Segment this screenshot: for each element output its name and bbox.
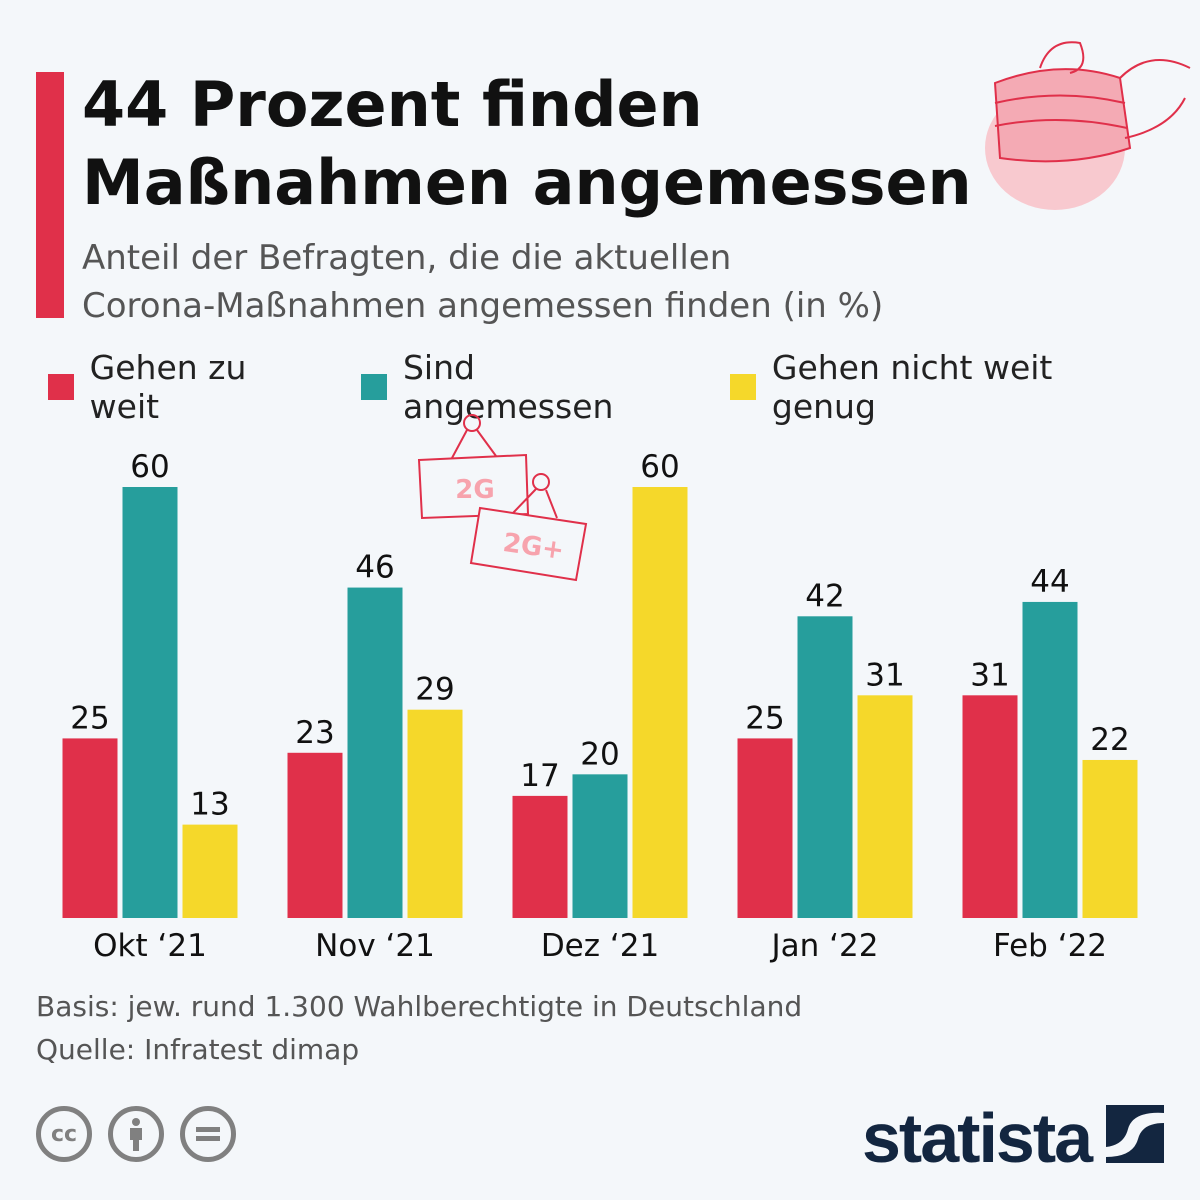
page-title: 44 Prozent finden Maßnahmen angemessen bbox=[82, 68, 972, 219]
legend-item: Sind angemessen bbox=[361, 348, 692, 426]
legend: Gehen zu weit Sind angemessen Gehen nich… bbox=[48, 348, 1200, 426]
x-tick-label: Nov ‘21 bbox=[315, 928, 435, 964]
statista-logo-icon bbox=[1106, 1105, 1164, 1163]
bar bbox=[1022, 601, 1078, 918]
x-tick-label: Okt ‘21 bbox=[93, 928, 207, 964]
footer-source: Quelle: Infratest dimap bbox=[36, 1033, 360, 1066]
data-label: 13 bbox=[190, 787, 229, 823]
bar bbox=[962, 695, 1018, 918]
no-derivatives-icon[interactable] bbox=[180, 1106, 236, 1162]
x-tick-label: Feb ‘22 bbox=[993, 928, 1107, 964]
legend-item: Gehen zu weit bbox=[48, 348, 323, 426]
accent-bar bbox=[36, 72, 64, 318]
footer-basis: Basis: jew. rund 1.300 Wahlberechtigte i… bbox=[36, 990, 803, 1023]
bar bbox=[797, 616, 853, 918]
bar bbox=[737, 738, 793, 918]
bar bbox=[512, 795, 568, 918]
bar bbox=[62, 738, 118, 918]
bar bbox=[1082, 759, 1138, 918]
bar bbox=[182, 824, 238, 918]
cc-icon[interactable]: cc bbox=[36, 1106, 92, 1162]
data-label: 31 bbox=[865, 657, 904, 693]
statista-logo[interactable]: statista bbox=[862, 1099, 1093, 1177]
data-label: 42 bbox=[805, 578, 844, 614]
data-label: 46 bbox=[355, 550, 394, 586]
subtitle: Anteil der Befragten, die die aktuellen C… bbox=[82, 238, 884, 326]
data-label: 60 bbox=[640, 449, 679, 485]
bar bbox=[857, 695, 913, 918]
data-label: 25 bbox=[745, 700, 784, 736]
mask-icon bbox=[985, 41, 1191, 210]
data-label: 22 bbox=[1090, 722, 1129, 758]
legend-item: Gehen nicht weit genug bbox=[730, 348, 1162, 426]
bar bbox=[632, 487, 688, 918]
bar bbox=[407, 709, 463, 918]
bar-chart: 25 60 13 Okt ‘21 23 46 29 Nov ‘21 17 20 60 Dez ‘21 2… bbox=[62, 449, 1138, 964]
x-tick-label: Dez ‘21 bbox=[541, 928, 659, 964]
attribution-icon[interactable] bbox=[108, 1106, 164, 1162]
data-label: 44 bbox=[1030, 564, 1069, 600]
svg-text:2G: 2G bbox=[455, 475, 494, 505]
bar bbox=[572, 774, 628, 918]
bar bbox=[122, 487, 178, 918]
bar bbox=[287, 752, 343, 918]
signs-illustration: 2G 2G+ bbox=[417, 414, 588, 582]
data-label: 23 bbox=[295, 715, 334, 751]
data-label: 25 bbox=[70, 700, 109, 736]
x-tick-label: Jan ‘22 bbox=[770, 928, 879, 964]
data-label: 29 bbox=[415, 672, 454, 708]
data-label: 31 bbox=[970, 657, 1009, 693]
data-label: 17 bbox=[520, 758, 559, 794]
data-label: 20 bbox=[580, 736, 619, 772]
data-label: 60 bbox=[130, 449, 169, 485]
bar bbox=[347, 587, 403, 918]
